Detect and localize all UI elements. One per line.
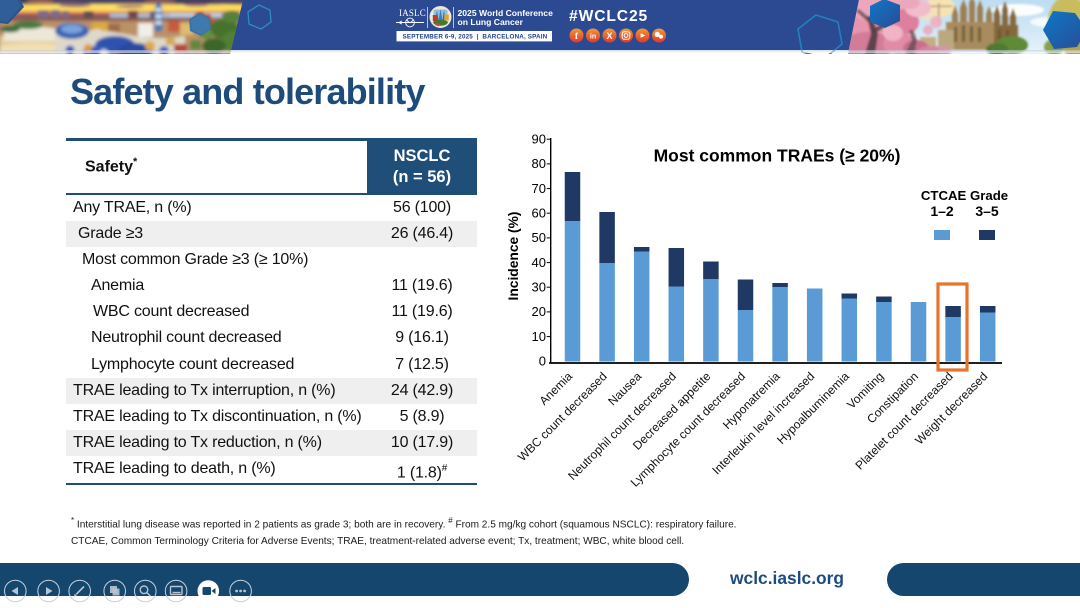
svg-text:SEPTEMBER 6-9, 2025 | BARCEL: SEPTEMBER 6-9, 2025 | BARCELONA, SPAIN (403, 34, 548, 41)
svg-text:CTCAE Grade: CTCAE Grade (921, 188, 1008, 203)
svg-text:10: 10 (532, 329, 546, 344)
svg-text:90: 90 (532, 132, 546, 147)
svg-text:on Lung Cancer: on Lung Cancer (458, 17, 524, 27)
svg-text:1–2: 1–2 (930, 203, 954, 219)
svg-text:80: 80 (532, 156, 546, 171)
svg-text:3–5: 3–5 (975, 203, 999, 219)
svg-text:f: f (575, 31, 579, 41)
svg-text:0: 0 (539, 354, 546, 369)
svg-text:60: 60 (532, 206, 546, 221)
svg-text:#WCLC25: #WCLC25 (569, 8, 648, 25)
svg-text:in: in (590, 34, 596, 41)
svg-text:X: X (606, 31, 612, 41)
svg-text:70: 70 (532, 181, 546, 196)
svg-text:20: 20 (532, 304, 546, 319)
svg-text:30: 30 (532, 280, 546, 295)
svg-text:Incidence (%): Incidence (%) (506, 212, 521, 301)
svg-text:50: 50 (532, 230, 546, 245)
svg-text:IASLC: IASLC (399, 8, 426, 18)
svg-text:40: 40 (532, 255, 546, 270)
svg-text:2025 World Conference: 2025 World Conference (458, 8, 554, 18)
svg-text:Most common TRAEs (≥ 20%): Most common TRAEs (≥ 20%) (654, 146, 901, 166)
